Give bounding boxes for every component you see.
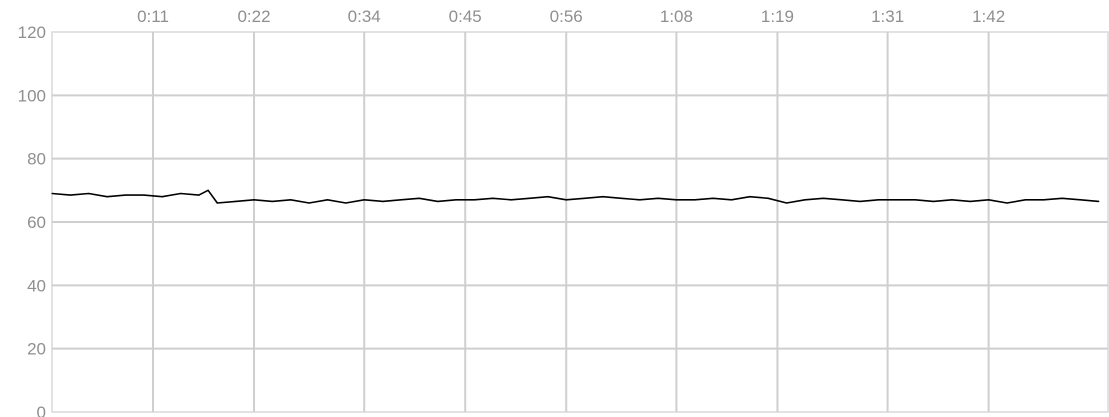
data-point (106, 196, 108, 198)
data-point (161, 196, 163, 198)
data-point (382, 200, 384, 202)
y-tick-label: 80 (27, 150, 46, 169)
data-point (528, 197, 531, 199)
data-point (547, 196, 549, 198)
data-point (207, 189, 209, 191)
data-point (1079, 199, 1082, 201)
data-point (951, 199, 953, 201)
data-point (253, 199, 255, 201)
series-line (51, 189, 1099, 204)
data-point (51, 192, 53, 195)
data-point (639, 199, 641, 201)
data-point (822, 197, 824, 199)
data-point (271, 200, 273, 202)
data-point (473, 199, 475, 201)
x-tick-label: 0:56 (550, 7, 583, 26)
data-point (455, 199, 457, 201)
data-point (1024, 199, 1026, 201)
data-point (675, 199, 678, 201)
x-axis-tick-labels: 0:11 0:22 0:34 0:45 0:56 1:08 1:19 1:31 1:42 (137, 7, 1005, 26)
x-tick-label: 1:31 (871, 7, 904, 26)
data-point (988, 199, 990, 201)
data-point (694, 199, 696, 201)
data-point (914, 199, 916, 201)
data-point (326, 199, 329, 201)
data-point (1043, 199, 1045, 201)
data-point (437, 200, 439, 202)
data-point (565, 199, 567, 201)
y-tick-label: 0 (37, 403, 46, 417)
data-point (143, 194, 145, 196)
data-point (841, 199, 843, 201)
x-tick-label: 1:19 (761, 7, 794, 26)
x-tick-label: 0:45 (449, 7, 482, 26)
data-point (730, 199, 733, 201)
y-axis-tick-labels: 0 20 40 60 80 100 120 (18, 23, 46, 417)
data-point (492, 197, 494, 199)
grid (51, 31, 1109, 413)
series-layer (51, 189, 1100, 204)
y-tick-label: 100 (18, 86, 46, 105)
data-point (1098, 200, 1100, 202)
data-point (932, 200, 935, 202)
x-tick-label: 1:42 (972, 7, 1005, 26)
x-tick-label: 0:11 (137, 7, 169, 26)
data-point (124, 194, 127, 196)
data-point (657, 197, 659, 199)
y-tick-label: 20 (27, 340, 46, 359)
y-tick-label: 120 (18, 23, 46, 42)
data-point (69, 194, 71, 196)
data-point (896, 199, 898, 201)
data-point (180, 192, 182, 195)
data-point (602, 196, 604, 198)
data-point (767, 197, 769, 199)
data-point (584, 197, 586, 199)
data-point (290, 199, 292, 201)
data-point (235, 200, 237, 202)
data-point (198, 194, 200, 196)
data-point (510, 199, 512, 201)
data-point (345, 202, 347, 204)
data-point (88, 192, 90, 195)
data-point (749, 196, 751, 198)
data-point (216, 202, 218, 204)
data-point (877, 199, 880, 201)
data-point (712, 197, 714, 199)
data-point (363, 199, 365, 201)
data-point (786, 202, 788, 204)
x-tick-label: 0:22 (237, 7, 270, 26)
data-point (1006, 202, 1008, 204)
y-tick-label: 40 (27, 276, 46, 295)
data-point (804, 199, 806, 201)
data-point (620, 197, 622, 199)
data-point (418, 197, 420, 199)
x-tick-label: 1:08 (660, 7, 693, 26)
data-point (859, 200, 861, 202)
data-point (1061, 197, 1063, 199)
data-point (308, 202, 310, 204)
data-point (969, 200, 971, 202)
data-point (400, 199, 402, 201)
x-tick-label: 0:34 (348, 7, 381, 26)
y-tick-label: 60 (27, 213, 46, 232)
